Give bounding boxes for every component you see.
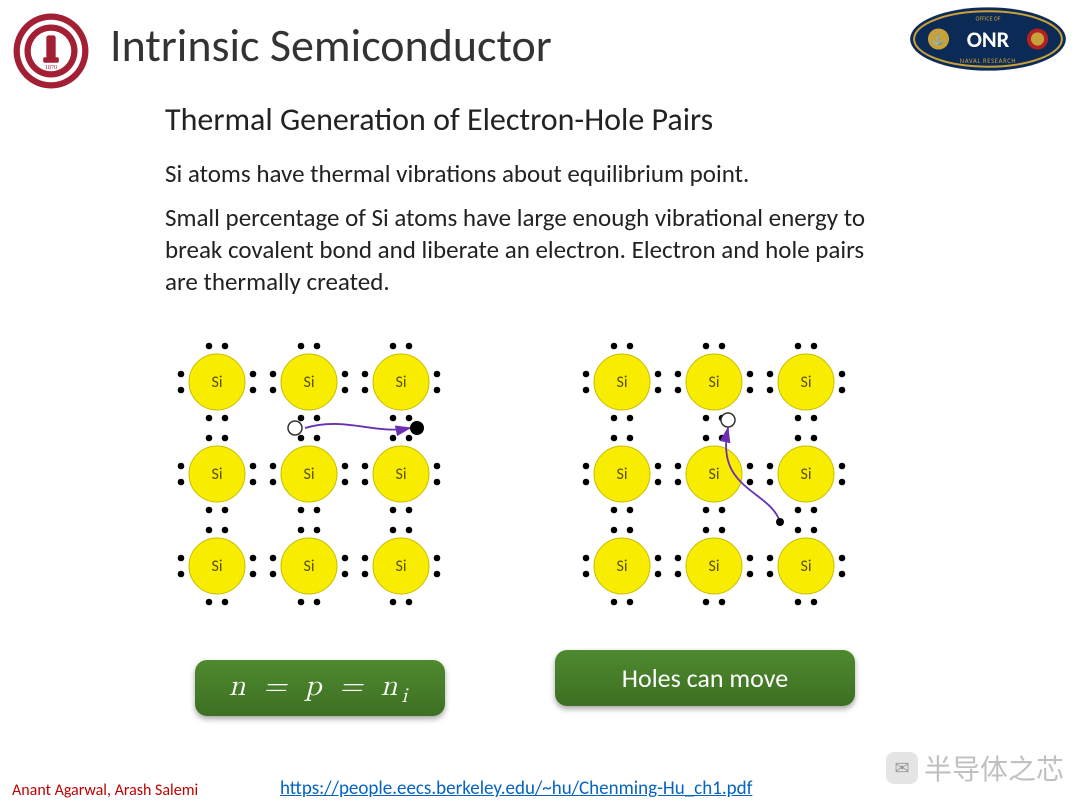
svg-text:Si: Si [800, 373, 811, 392]
svg-text:Si: Si [395, 557, 406, 576]
svg-text:Si: Si [395, 465, 406, 484]
watermark-text: 半导体之芯 [924, 748, 1064, 788]
equation-pill: n = p = ni [195, 660, 445, 716]
svg-text:ONR: ONR [967, 27, 1010, 54]
svg-text:OFFICE OF: OFFICE OF [976, 15, 1001, 23]
svg-text:Si: Si [708, 557, 719, 576]
svg-text:Si: Si [211, 557, 222, 576]
svg-text:Si: Si [616, 557, 627, 576]
source-link-anchor[interactable]: https://people.eecs.berkeley.edu/~hu/Che… [280, 777, 752, 800]
svg-text:Si: Si [303, 373, 314, 392]
body-text-1: Si atoms have thermal vibrations about e… [165, 158, 895, 189]
body-text-2: Small percentage of Si atoms have large … [165, 202, 895, 298]
svg-text:Si: Si [616, 465, 627, 484]
svg-text:Si: Si [800, 465, 811, 484]
slide: 1870 ⚓ OFFICE OF ONR NAVAL RESEARCH Intr… [0, 0, 1080, 810]
source-link[interactable]: https://people.eecs.berkeley.edu/~hu/Che… [280, 777, 752, 800]
onr-logo-icon: ⚓ OFFICE OF ONR NAVAL RESEARCH [908, 6, 1068, 72]
svg-text:Si: Si [395, 373, 406, 392]
svg-text:NAVAL RESEARCH: NAVAL RESEARCH [960, 57, 1016, 65]
watermark: ✉ 半导体之芯 [886, 748, 1064, 788]
holes-move-pill: Holes can move [555, 650, 855, 706]
svg-text:Si: Si [708, 465, 719, 484]
equation-text: n = p = ni [229, 668, 411, 709]
svg-text:1870: 1870 [45, 64, 57, 71]
svg-text:⚓: ⚓ [932, 33, 945, 46]
svg-text:Si: Si [303, 465, 314, 484]
svg-text:Si: Si [800, 557, 811, 576]
holes-move-label: Holes can move [622, 662, 788, 694]
svg-text:Si: Si [211, 465, 222, 484]
silicon-lattice-right-diagram: Si Si Si Si Si Si Si Si Si [560, 320, 870, 630]
svg-text:Si: Si [708, 373, 719, 392]
svg-text:Si: Si [303, 557, 314, 576]
slide-title: Intrinsic Semiconductor [110, 18, 552, 74]
slide-subtitle: Thermal Generation of Electron-Hole Pair… [165, 100, 713, 139]
svg-text:Si: Si [616, 373, 627, 392]
svg-text:Si: Si [211, 373, 222, 392]
authors-text: Anant Agarwal, Arash Salemi [12, 781, 198, 800]
silicon-lattice-left-diagram: Si Si Si Si Si Si Si Si Si [155, 320, 465, 630]
ohio-state-logo-icon: 1870 [12, 12, 90, 90]
wechat-icon: ✉ [886, 752, 918, 784]
